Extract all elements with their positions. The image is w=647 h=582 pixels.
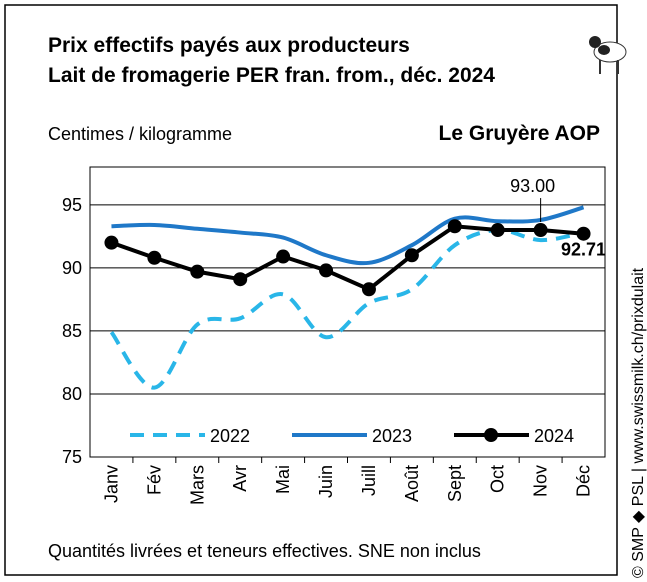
legend-marker — [484, 428, 498, 442]
source: © SMP ◆ PSL | www.swissmilk.ch/prixdulai… — [630, 267, 647, 578]
legend-label: 2023 — [372, 426, 412, 446]
data-point — [190, 265, 204, 279]
y-tick-label: 95 — [62, 195, 82, 215]
x-tick-label: Avr — [230, 465, 250, 492]
y-axis-label: Centimes / kilogramme — [48, 124, 232, 144]
cow-icon — [589, 36, 626, 74]
data-point — [362, 282, 376, 296]
data-point — [233, 272, 247, 286]
chart: Prix effectifs payés aux producteurs Lai… — [0, 0, 647, 582]
data-point — [405, 248, 419, 262]
y-tick-label: 80 — [62, 384, 82, 404]
plot-border — [90, 167, 605, 457]
data-point — [577, 227, 591, 241]
data-point — [104, 236, 118, 250]
y-tick-label: 85 — [62, 321, 82, 341]
data-point — [147, 251, 161, 265]
note: Quantités livrées et teneurs effectives.… — [48, 541, 481, 561]
data-point — [448, 219, 462, 233]
y-tick-label: 90 — [62, 258, 82, 278]
chart-title: Prix effectifs payés aux producteurs — [48, 34, 410, 57]
series-line — [111, 207, 583, 263]
x-tick-label: Mai — [273, 465, 293, 494]
x-tick-label: Juill — [359, 465, 379, 496]
data-point — [491, 223, 505, 237]
frame — [5, 5, 617, 575]
y-tick-label: 75 — [62, 447, 82, 467]
x-tick-label: Mars — [187, 465, 207, 505]
x-tick-label: Janv — [101, 465, 121, 503]
series-line — [111, 230, 583, 388]
x-tick-label: Sept — [445, 465, 465, 502]
series-line — [111, 226, 583, 289]
legend-label: 2022 — [210, 426, 250, 446]
value-label: 92.71 — [561, 240, 606, 260]
data-point — [276, 250, 290, 264]
value-label: 93.00 — [510, 176, 555, 196]
x-tick-label: Oct — [488, 465, 508, 493]
x-tick-label: Déc — [574, 465, 594, 497]
x-tick-label: Nov — [531, 465, 551, 497]
x-tick-label: Fév — [144, 465, 164, 495]
chart-subtitle: Lait de fromagerie PER fran. from., déc.… — [48, 64, 495, 87]
product-label: Le Gruyère AOP — [439, 122, 600, 145]
data-point — [319, 263, 333, 277]
x-tick-label: Août — [402, 465, 422, 502]
data-point — [534, 223, 548, 237]
legend-label: 2024 — [534, 426, 574, 446]
x-tick-label: Juin — [316, 465, 336, 498]
